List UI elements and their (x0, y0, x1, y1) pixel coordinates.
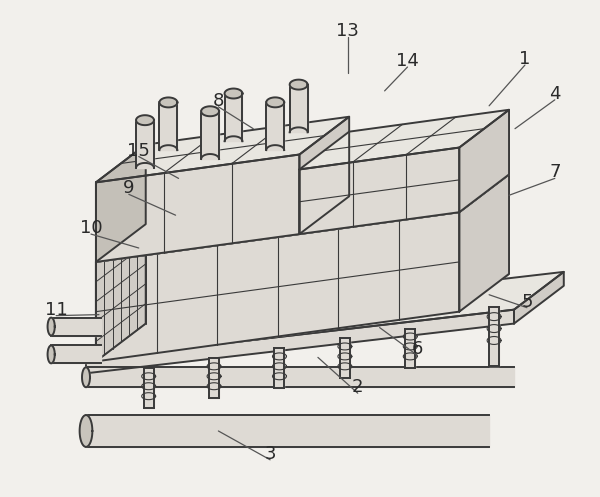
Polygon shape (290, 80, 308, 89)
Text: 14: 14 (396, 52, 419, 70)
Text: 3: 3 (265, 445, 276, 463)
Polygon shape (96, 174, 509, 262)
Polygon shape (299, 117, 349, 234)
Polygon shape (160, 97, 178, 107)
Polygon shape (340, 338, 350, 378)
Text: 1: 1 (519, 50, 530, 68)
Polygon shape (224, 88, 242, 98)
Polygon shape (459, 174, 509, 312)
Polygon shape (96, 212, 459, 361)
Polygon shape (459, 110, 509, 212)
Text: 15: 15 (127, 142, 150, 160)
Polygon shape (51, 345, 101, 363)
Polygon shape (96, 212, 459, 361)
Polygon shape (96, 224, 146, 361)
Polygon shape (96, 155, 299, 262)
Text: 4: 4 (549, 85, 560, 103)
Polygon shape (47, 318, 55, 335)
Polygon shape (136, 115, 154, 125)
Polygon shape (136, 120, 154, 168)
Polygon shape (266, 97, 284, 107)
Polygon shape (299, 110, 509, 169)
Text: 8: 8 (212, 92, 224, 110)
Text: 9: 9 (123, 179, 134, 197)
Polygon shape (86, 310, 514, 373)
Polygon shape (209, 358, 219, 398)
Polygon shape (96, 145, 146, 262)
Polygon shape (459, 174, 509, 312)
Text: 6: 6 (412, 340, 423, 358)
Text: 11: 11 (45, 301, 68, 319)
Text: 13: 13 (337, 22, 359, 40)
Polygon shape (96, 224, 146, 361)
Polygon shape (224, 93, 242, 141)
Polygon shape (80, 415, 92, 447)
Polygon shape (266, 102, 284, 150)
Polygon shape (86, 415, 489, 447)
Polygon shape (96, 117, 349, 182)
Polygon shape (82, 367, 90, 387)
Polygon shape (47, 345, 55, 363)
Polygon shape (143, 368, 154, 408)
Polygon shape (86, 367, 514, 387)
Polygon shape (201, 106, 219, 116)
Polygon shape (489, 307, 499, 366)
Polygon shape (201, 111, 219, 159)
Polygon shape (290, 84, 308, 132)
Text: 10: 10 (80, 219, 102, 237)
Text: 7: 7 (549, 164, 560, 181)
Polygon shape (299, 148, 459, 234)
Polygon shape (51, 318, 101, 335)
Polygon shape (405, 329, 415, 368)
Polygon shape (96, 174, 509, 262)
Polygon shape (160, 102, 178, 150)
Text: 5: 5 (521, 293, 533, 311)
Text: 2: 2 (352, 378, 364, 396)
Polygon shape (514, 272, 564, 324)
Polygon shape (274, 348, 284, 388)
Polygon shape (86, 272, 564, 359)
